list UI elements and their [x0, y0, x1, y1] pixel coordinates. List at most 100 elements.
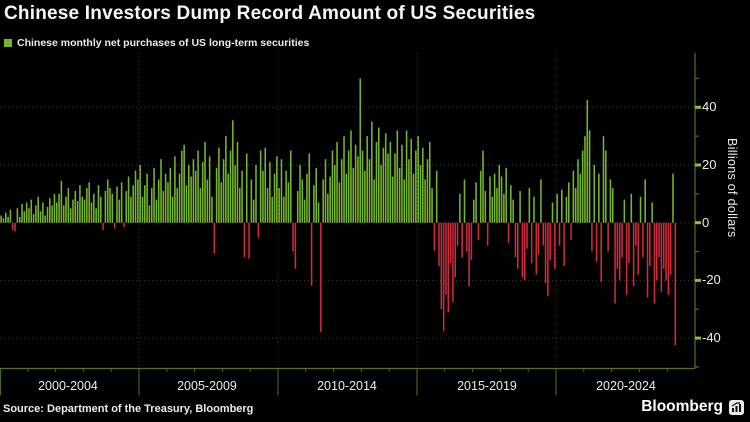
bar-month [561, 189, 563, 223]
bar-month [292, 222, 294, 252]
bar-month [157, 179, 160, 223]
bar-month [296, 190, 299, 223]
bar-month [598, 173, 600, 223]
bar-month [190, 176, 192, 223]
bar-month [192, 159, 195, 223]
bar-month [313, 185, 315, 223]
bar-month [178, 173, 181, 223]
bloomberg-terminal-icon [729, 399, 744, 415]
bar-month [660, 222, 663, 292]
bar-month [176, 188, 178, 223]
bar-month [371, 121, 373, 223]
bar-month [338, 182, 341, 223]
bar-month [201, 162, 204, 223]
y-tick-20: 20 [702, 157, 717, 172]
bar-month [199, 188, 202, 223]
bar-month [359, 78, 362, 223]
bar-month [127, 176, 130, 223]
bar-month [357, 156, 359, 223]
bar-month [447, 222, 450, 313]
bar-month [245, 153, 248, 223]
bar-month [484, 190, 487, 223]
bar-month [572, 170, 575, 223]
bar-month [456, 222, 459, 246]
bar-month [470, 222, 473, 261]
bar-month [412, 173, 415, 223]
bar-month [95, 208, 97, 223]
bar-month [547, 222, 549, 297]
bar-month [517, 222, 519, 269]
bar-month [440, 222, 443, 310]
bar-month [39, 211, 42, 223]
bar-month [262, 170, 264, 223]
bar-month [424, 179, 426, 223]
bar-month [577, 159, 579, 223]
bar-month [81, 196, 84, 223]
bar-month [23, 211, 26, 223]
bar-month [116, 186, 118, 223]
bar-month [507, 222, 510, 243]
bar-month [331, 150, 334, 223]
bar-month [271, 196, 273, 223]
bar-month [540, 179, 542, 223]
bar-month [16, 208, 19, 223]
bar-month [431, 188, 433, 223]
legend: Chinese monthly net purchases of US long… [4, 37, 309, 49]
bar-month [491, 196, 494, 223]
bar-month [222, 159, 225, 223]
bar-month [218, 147, 220, 223]
bar-month [137, 179, 139, 223]
bar-month [283, 196, 285, 223]
bar-month [630, 193, 633, 223]
bar-month [366, 136, 368, 223]
bar-month [44, 215, 46, 223]
bar-month [324, 159, 327, 223]
bar-month [62, 205, 65, 223]
bar-month [69, 208, 72, 223]
bar-month [500, 176, 503, 223]
bar-month [93, 193, 95, 223]
bar-month [0, 215, 2, 223]
bar-month [146, 173, 148, 223]
bar-month [42, 202, 44, 223]
chart-title: Chinese Investors Dump Record Amount of … [4, 3, 536, 24]
bar-month [301, 179, 304, 223]
bar-month [674, 222, 677, 346]
bar-month [537, 222, 540, 255]
bar-month [380, 165, 382, 223]
bar-month [417, 136, 419, 223]
bar-month [255, 165, 257, 223]
bar-month [308, 153, 311, 223]
bar-month [37, 196, 39, 223]
bar-month [169, 167, 172, 223]
bar-month [317, 202, 320, 223]
bar-month [611, 188, 614, 223]
bar-month [463, 179, 466, 223]
bar-month [551, 202, 554, 223]
bar-month [384, 133, 387, 223]
bar-month [558, 222, 561, 246]
bar-month [581, 150, 584, 223]
bar-month [72, 199, 74, 223]
bar-month [493, 173, 496, 223]
bar-month [97, 185, 100, 223]
source-credit: Source: Department of the Treasury, Bloo… [3, 403, 254, 415]
bar-month [132, 185, 134, 223]
bar-month [408, 159, 410, 223]
bar-month [113, 222, 116, 229]
bar-month [252, 199, 255, 223]
bar-month [554, 222, 556, 269]
bar-month [294, 222, 297, 269]
bar-month [197, 150, 199, 223]
bar-month [234, 165, 236, 223]
bar-month [639, 196, 642, 223]
bar-month [454, 222, 456, 278]
bar-month [489, 176, 491, 223]
bar-month [595, 222, 598, 262]
bar-month [391, 176, 394, 223]
bar-month [475, 182, 477, 223]
bar-month [278, 188, 280, 223]
bar-month [106, 179, 109, 223]
bar-month [303, 199, 306, 223]
